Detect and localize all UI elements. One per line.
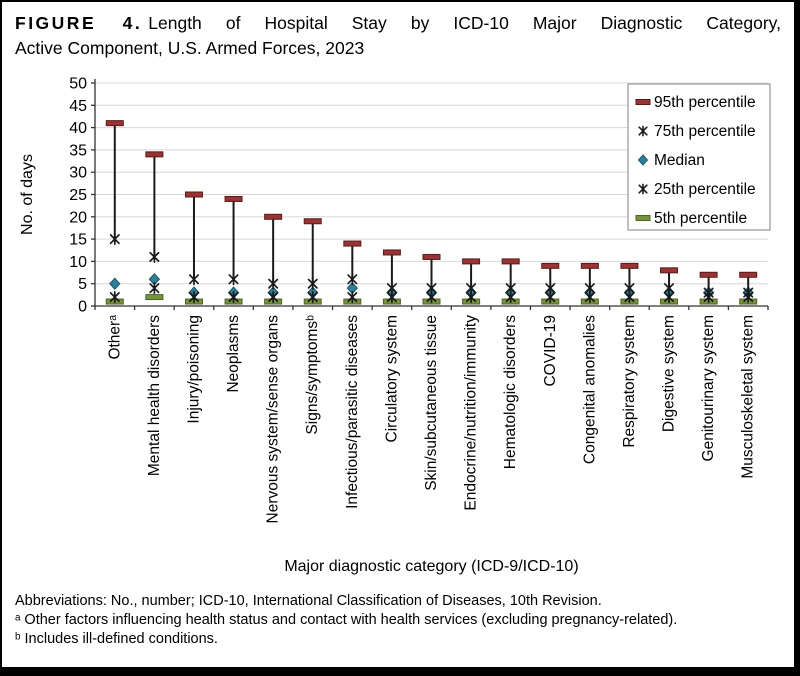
- marker-95th-percentile: [422, 253, 441, 260]
- marker-95th-percentile: [343, 240, 362, 247]
- y-tick-label: 20: [69, 209, 87, 226]
- footnote-abbreviations: Abbreviations: No., number; ICD-10, Inte…: [15, 592, 602, 609]
- category-label: Neoplasms: [225, 314, 242, 392]
- category-label: Musculoskeletal system: [740, 315, 757, 479]
- footnote-b: ᵇ Includes ill-defined conditions.: [15, 631, 218, 648]
- marker-75th-percentile: [149, 250, 160, 263]
- legend-marker-x: [638, 183, 648, 195]
- figure-title-line2: Active Component, U.S. Armed Forces, 202…: [15, 37, 365, 58]
- marker-25th-percentile: [188, 290, 200, 303]
- category-label: Hematologic disorders: [502, 314, 519, 468]
- marker-95th-percentile: [145, 151, 164, 158]
- marker-75th-percentile: [307, 277, 318, 290]
- category-label: Genitourinary system: [700, 315, 717, 461]
- marker-95th-percentile: [699, 271, 718, 278]
- category-label: Circulatory system: [383, 315, 400, 442]
- category-label: Otherᵃ: [106, 314, 123, 359]
- figure-title-line1: FIGURE 4. Length of Hospital Stay by ICD-…: [15, 11, 781, 36]
- marker-95th-percentile: [303, 217, 322, 224]
- marker-95th-percentile: [739, 271, 758, 278]
- marker-95th-percentile: [382, 249, 401, 256]
- marker-25th-percentile: [228, 290, 239, 303]
- marker-25th-percentile: [347, 290, 358, 303]
- chart-area: 0 5 10 15 20 25 30 35 40 45 50 No. of days Otherᵃ Men…: [2, 75, 794, 590]
- category-label: Signs/symptomsᵇ: [304, 315, 321, 435]
- chart-canvas: 0 5 10 15 20 25 30 35 40 45 50 No. of days Otherᵃ Men…: [19, 75, 771, 575]
- marker-5th-percentile: [145, 293, 164, 300]
- category-label: Endocrine/nutrition/immunity: [463, 314, 480, 510]
- marker-75th-percentile: [188, 272, 200, 285]
- marker-95th-percentile: [620, 262, 639, 269]
- marker-75th-percentile: [703, 286, 714, 299]
- legend-item-label: 95th percentile: [654, 94, 756, 111]
- category-label: Nervous system/sense organs: [265, 314, 282, 523]
- marker-75th-percentile: [268, 277, 279, 290]
- marker-75th-percentile: [426, 281, 437, 294]
- marker-95th-percentile: [224, 195, 243, 202]
- y-tick-label: 15: [69, 231, 87, 248]
- category-label: Infectious/parasitic diseases: [344, 314, 361, 508]
- legend-box: [627, 82, 771, 231]
- legend-item-label: Median: [654, 152, 705, 169]
- y-axis-title: No. of days: [19, 154, 36, 235]
- legend-item-label: 75th percentile: [654, 123, 756, 140]
- x-axis-title: Major diagnostic category (ICD-9/ICD-10): [284, 558, 578, 575]
- legend-item-label: 25th percentile: [654, 181, 756, 198]
- marker-95th-percentile: [462, 258, 481, 265]
- marker-75th-percentile: [228, 272, 239, 285]
- marker-95th-percentile: [541, 262, 560, 269]
- legend-marker-dash: [635, 214, 651, 221]
- marker-95th-percentile: [105, 119, 124, 126]
- figure-title-text: Length of Hospital Stay by ICD-10 Major …: [148, 13, 781, 33]
- category-label: Respiratory system: [621, 315, 638, 448]
- category-label: Digestive system: [661, 315, 678, 432]
- category-label: Congenital anomalies: [581, 314, 598, 463]
- marker-25th-percentile: [109, 290, 120, 303]
- marker-95th-percentile: [580, 262, 599, 269]
- y-tick-label: 25: [69, 187, 87, 204]
- marker-25th-percentile: [268, 290, 279, 303]
- footnote-a: ᵃ Other factors influencing health statu…: [15, 611, 678, 628]
- figure-label: FIGURE 4.: [15, 13, 143, 33]
- marker-25th-percentile: [307, 290, 318, 303]
- y-tick-label: 35: [69, 142, 87, 159]
- marker-75th-percentile: [109, 232, 120, 245]
- marker-75th-percentile: [743, 286, 754, 299]
- y-tick-label: 0: [78, 298, 87, 315]
- marker-95th-percentile: [184, 191, 203, 198]
- category-label: Skin/subcutaneous tissue: [423, 315, 440, 491]
- y-tick-label: 40: [69, 120, 87, 137]
- marker-25th-percentile: [149, 281, 160, 294]
- y-tick-label: 5: [78, 276, 87, 293]
- figure-title: FIGURE 4. Length of Hospital Stay by ICD-…: [2, 2, 794, 61]
- marker-75th-percentile: [624, 281, 635, 294]
- marker-95th-percentile: [501, 258, 520, 265]
- y-tick-label: 30: [69, 164, 87, 181]
- marker-75th-percentile: [584, 281, 595, 294]
- legend-item-label: 5th percentile: [654, 210, 747, 227]
- legend-marker-x: [638, 125, 648, 137]
- y-tick-label: 45: [69, 97, 87, 114]
- category-label: Mental health disorders: [146, 314, 163, 475]
- marker-95th-percentile: [660, 267, 679, 274]
- footnotes: Abbreviations: No., number; ICD-10, Inte…: [2, 590, 794, 649]
- marker-75th-percentile: [466, 281, 477, 294]
- marker-median: [109, 277, 121, 290]
- marker-75th-percentile: [347, 272, 358, 285]
- legend-marker-diamond: [637, 153, 649, 166]
- marker-75th-percentile: [386, 281, 397, 294]
- marker-75th-percentile: [505, 281, 516, 294]
- legend-marker-dash: [635, 98, 651, 105]
- y-tick-label: 50: [69, 75, 87, 92]
- y-tick-label: 10: [69, 254, 87, 271]
- marker-75th-percentile: [545, 281, 556, 294]
- category-label: COVID-19: [542, 315, 559, 387]
- marker-75th-percentile: [663, 281, 675, 294]
- category-label: Injury/poisoning: [185, 315, 202, 424]
- marker-95th-percentile: [264, 213, 283, 220]
